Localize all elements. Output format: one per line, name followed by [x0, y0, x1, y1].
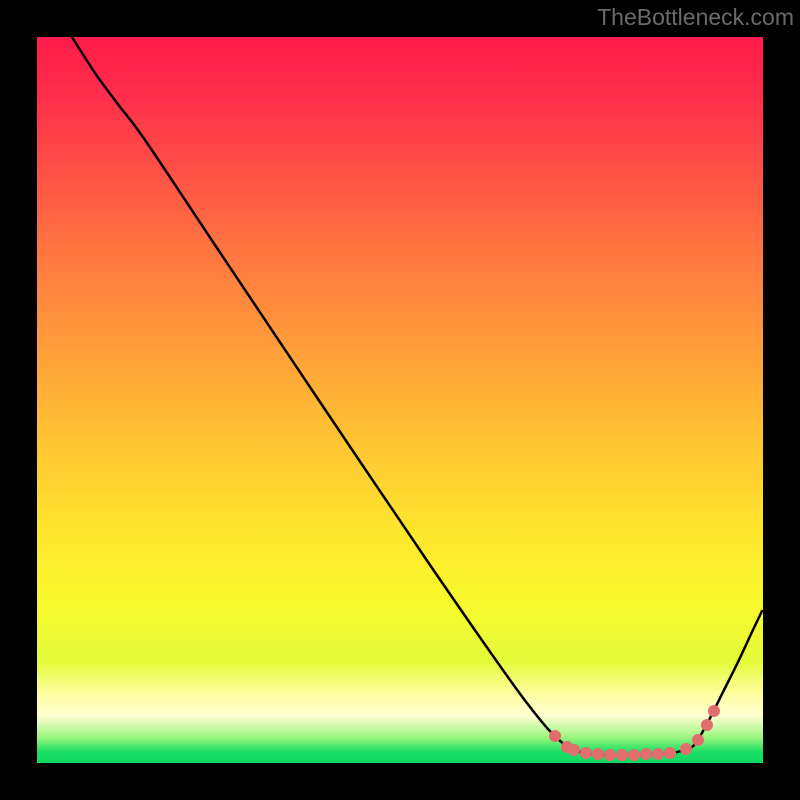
highlight-dot — [708, 705, 720, 717]
highlight-dot — [592, 748, 604, 760]
watermark-text: TheBottleneck.com — [597, 4, 794, 31]
highlight-dot — [640, 748, 652, 760]
highlight-dot — [604, 749, 616, 761]
highlight-dot — [701, 719, 713, 731]
highlight-dot — [549, 730, 561, 742]
highlight-dot — [580, 747, 592, 759]
highlight-dot — [692, 734, 704, 746]
highlight-dot — [616, 749, 628, 761]
highlight-dot — [568, 744, 580, 756]
plot-background — [37, 37, 763, 763]
highlight-dot — [664, 747, 676, 759]
highlight-dot — [628, 749, 640, 761]
highlight-dot — [680, 743, 692, 755]
highlight-dot — [652, 748, 664, 760]
bottleneck-chart — [0, 0, 800, 800]
